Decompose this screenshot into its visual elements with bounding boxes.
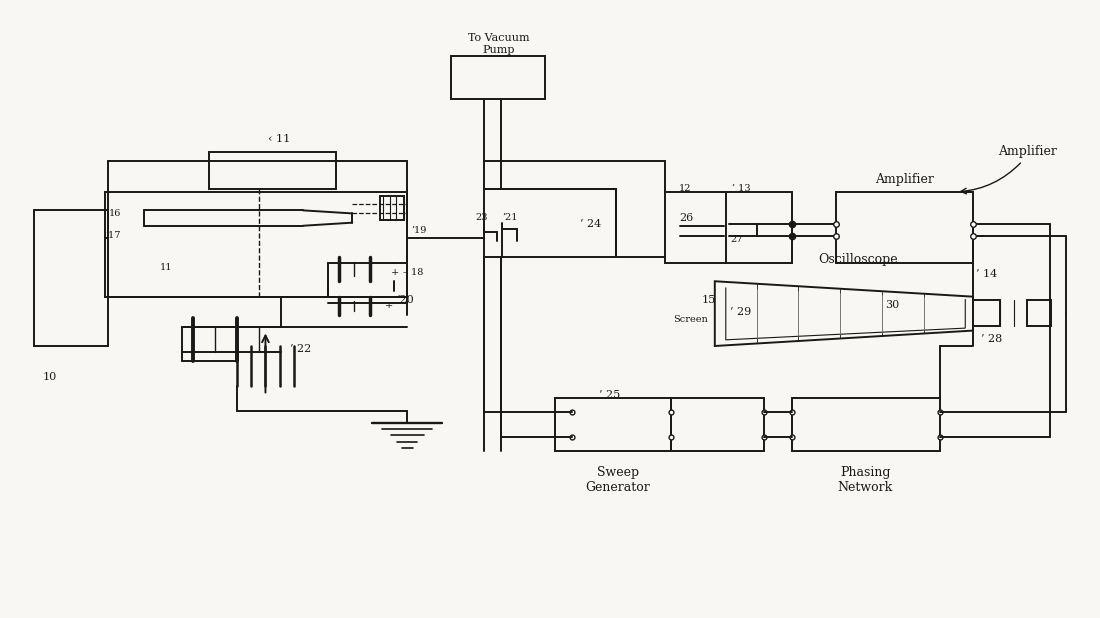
Text: ’ 24: ’ 24 <box>580 219 601 229</box>
Text: 16: 16 <box>109 209 121 218</box>
Bar <box>666 192 792 263</box>
Bar <box>379 196 404 219</box>
Bar <box>836 192 974 263</box>
Text: Amplifier: Amplifier <box>876 173 934 186</box>
Bar <box>671 399 764 451</box>
Text: Phasing
Network: Phasing Network <box>838 467 893 494</box>
Text: ’ 22: ’ 22 <box>289 344 311 354</box>
Bar <box>451 56 544 99</box>
Text: ’21: ’21 <box>503 213 518 222</box>
Bar <box>34 210 109 346</box>
Text: ‹ 11: ‹ 11 <box>267 135 290 145</box>
Text: +: + <box>385 302 394 310</box>
Text: To Vacuum
Pump: To Vacuum Pump <box>468 33 529 54</box>
Text: +: + <box>390 268 399 276</box>
Text: Screen: Screen <box>673 315 707 324</box>
Text: ’ 29: ’ 29 <box>730 307 751 317</box>
Text: Oscilloscope: Oscilloscope <box>817 253 898 266</box>
Text: ’ 25: ’ 25 <box>600 391 620 400</box>
Text: – 18: – 18 <box>403 268 424 276</box>
Text: ’17: ’17 <box>106 231 121 240</box>
Text: ’20: ’20 <box>396 295 414 305</box>
Text: ’19: ’19 <box>411 226 427 235</box>
Text: 27: 27 <box>730 235 743 245</box>
Text: Sweep
Generator: Sweep Generator <box>585 467 650 494</box>
Bar <box>209 152 336 188</box>
Text: 23: 23 <box>475 213 487 222</box>
Bar <box>484 188 616 256</box>
Bar <box>1026 300 1050 326</box>
Text: 10: 10 <box>43 372 57 382</box>
Text: 12: 12 <box>679 184 691 193</box>
Text: Amplifier: Amplifier <box>999 145 1057 158</box>
Text: ’ 13: ’ 13 <box>733 184 751 193</box>
Text: 15: 15 <box>702 295 716 305</box>
Text: 11: 11 <box>160 263 173 272</box>
Text: ’ 28: ’ 28 <box>981 334 1002 344</box>
Bar <box>792 399 940 451</box>
Bar <box>974 300 1000 326</box>
Bar <box>556 399 671 451</box>
Text: 26: 26 <box>680 213 694 222</box>
Text: ’ 14: ’ 14 <box>977 269 998 279</box>
Text: 30: 30 <box>886 300 900 310</box>
Bar <box>106 192 407 297</box>
